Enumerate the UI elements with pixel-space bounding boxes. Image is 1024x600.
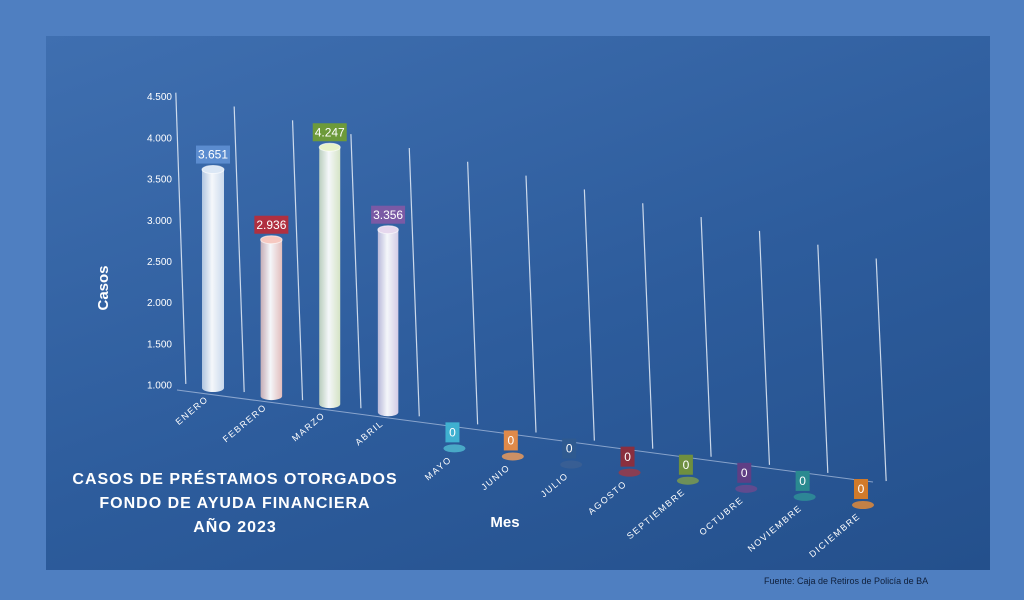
grid-line: [526, 176, 536, 433]
data-label: 4.247: [315, 125, 345, 139]
data-label: 0: [449, 426, 456, 440]
chart-title-line: AÑO 2023: [60, 516, 410, 540]
bar: [560, 461, 582, 469]
x-axis-title: Mes: [490, 514, 519, 531]
bar-top: [378, 226, 399, 234]
y-tick-label: 4.500: [147, 92, 172, 103]
grid-line: [351, 134, 361, 408]
grid-line: [643, 203, 653, 448]
bar: [677, 477, 699, 485]
grid-line: [293, 120, 303, 400]
grid-line: [234, 107, 244, 393]
grid-line: [701, 217, 711, 457]
bar: [378, 230, 399, 417]
x-tick-label: NOVIEMBRE: [746, 503, 804, 554]
x-tick-label: ENERO: [174, 394, 211, 427]
bar: [794, 493, 816, 501]
data-label: 0: [799, 474, 806, 488]
x-tick-label: ABRIL: [353, 418, 385, 447]
x-tick-label: MARZO: [290, 410, 327, 443]
data-label: 0: [683, 458, 690, 472]
grid-line: [759, 231, 769, 465]
source-note: Fuente: Caja de Retiros de Policía de BA: [764, 576, 928, 586]
bar: [261, 240, 283, 400]
chart-title-line: FONDO DE AYUDA FINANCIERA: [60, 492, 410, 516]
x-tick-label: SEPTIEMBRE: [625, 487, 687, 542]
y-axis-title: Casos: [95, 265, 112, 310]
bar: [319, 147, 340, 408]
grid-line: [876, 259, 886, 482]
y-tick-label: 2.000: [147, 298, 172, 309]
bar: [619, 469, 641, 477]
data-label: 0: [624, 450, 631, 464]
grid-line: [176, 93, 186, 384]
bar-top: [202, 166, 224, 174]
bar: [735, 485, 757, 493]
bar-top: [319, 143, 340, 151]
data-label: 3.651: [198, 148, 228, 162]
data-label: 0: [507, 434, 514, 448]
y-tick-label: 1.000: [147, 381, 172, 392]
x-tick-label: DICIEMBRE: [807, 511, 862, 559]
y-tick-label: 3.500: [147, 175, 172, 186]
x-tick-label: JUNIO: [479, 462, 512, 492]
grid-line: [409, 148, 419, 416]
x-tick-label: MAYO: [423, 454, 454, 482]
data-label: 2.936: [256, 218, 286, 232]
y-tick-label: 3.000: [147, 216, 172, 227]
x-tick-label: OCTUBRE: [697, 495, 745, 538]
grid-line: [584, 189, 594, 440]
bar: [202, 170, 224, 392]
y-tick-label: 2.500: [147, 257, 172, 268]
grid-line: [468, 162, 478, 425]
grid-line: [818, 245, 828, 473]
chart-title-line: CASOS DE PRÉSTAMOS OTORGADOS: [60, 468, 410, 492]
y-tick-label: 4.000: [147, 133, 172, 144]
data-label: 3.356: [373, 208, 403, 222]
x-tick-label: JULIO: [539, 470, 571, 499]
data-label: 0: [741, 466, 748, 480]
bar: [852, 501, 874, 509]
chart-title: CASOS DE PRÉSTAMOS OTORGADOS FONDO DE AY…: [60, 468, 410, 540]
data-label: 0: [566, 442, 573, 456]
bar: [502, 452, 524, 460]
y-tick-label: 1.500: [147, 339, 172, 350]
x-tick-label: FEBRERO: [221, 402, 269, 444]
x-tick-label: AGOSTO: [586, 479, 629, 517]
data-label: 0: [858, 482, 865, 496]
bar-top: [261, 236, 283, 244]
bar: [443, 444, 465, 452]
